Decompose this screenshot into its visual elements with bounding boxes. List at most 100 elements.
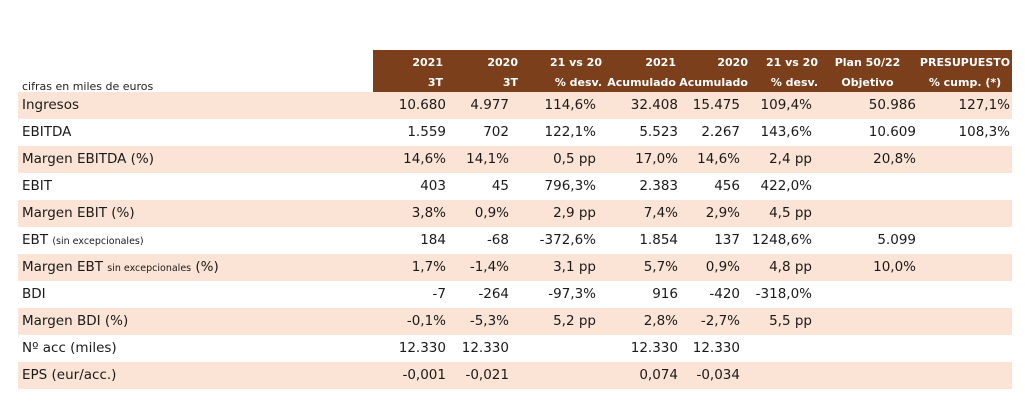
column-header-7: Plan 50/22 Objetivo xyxy=(820,50,915,92)
table-cell: 1,7% xyxy=(411,259,446,275)
table-cell: 17,0% xyxy=(635,151,678,167)
table-cell: 20,8% xyxy=(873,151,916,167)
table-cell: 108,3% xyxy=(958,124,1010,140)
table-cell: 456 xyxy=(714,178,740,194)
column-header-line2: Objetivo xyxy=(841,76,894,89)
column-header-line1: 2020 xyxy=(717,56,748,69)
table-cell: 45 xyxy=(491,178,509,194)
table-cell: 14,6% xyxy=(697,151,740,167)
table-cell: -5,3% xyxy=(469,313,509,329)
table-cell: 7,4% xyxy=(643,205,678,221)
table-cell: 12.330 xyxy=(692,340,740,356)
table-cell: 422,0% xyxy=(760,178,812,194)
header-band xyxy=(373,50,1012,92)
table-row: Margen BDI (%) -0,1% -5,3% 5,2 pp 2,8% -2,7% 5… xyxy=(18,308,1012,335)
table-cell: -372,6% xyxy=(539,232,596,248)
table-cell: -97,3% xyxy=(548,286,596,302)
table-cell: -264 xyxy=(478,286,509,302)
column-header-6: 21 vs 20 % desv. xyxy=(748,50,818,92)
table-cell: 4.977 xyxy=(470,97,509,113)
table-row: BDI -7 -264 -97,3% 916 -420 -318,0% xyxy=(18,281,1012,308)
table-cell: 122,1% xyxy=(544,124,596,140)
table-cell: 5,5 pp xyxy=(769,313,812,329)
table-row: EBITDA 1.559 702 122,1% 5.523 2.267 143,6% 10.6… xyxy=(18,119,1012,146)
column-header-line1: Plan 50/22 xyxy=(834,56,901,69)
table-cell: 12.330 xyxy=(630,340,678,356)
table-cell: 114,6% xyxy=(544,97,596,113)
row-label: EBT (sin excepcionales) xyxy=(22,232,144,248)
column-header-line2: 3T xyxy=(427,76,443,89)
table-cell: 4,8 pp xyxy=(769,259,812,275)
table-cell: -0,034 xyxy=(696,367,740,383)
table-cell: 0,9% xyxy=(705,259,740,275)
row-label: Margen EBIT (%) xyxy=(22,205,135,221)
table-row: Margen EBT sin excepcionales (%) 1,7% -1,4… xyxy=(18,254,1012,281)
table-cell: 5.099 xyxy=(877,232,916,248)
table-cell: 32.408 xyxy=(630,97,678,113)
column-header-8: PRESUPUESTO % cump. (*) xyxy=(918,50,1012,92)
table-cell: 15.475 xyxy=(692,97,740,113)
table-cell: 3,1 pp xyxy=(553,259,596,275)
table-cell: 2,9% xyxy=(705,205,740,221)
column-header-line2: % cump. (*) xyxy=(928,76,1002,89)
table-cell: 4,5 pp xyxy=(769,205,812,221)
column-header-4: 2021 Acumulado xyxy=(606,50,676,92)
table-cell: 12.330 xyxy=(398,340,446,356)
table-cell: 10.680 xyxy=(398,97,446,113)
column-header-2: 2020 3T xyxy=(456,50,518,92)
column-header-line2: 3T xyxy=(502,76,518,89)
table-cell: 1248,6% xyxy=(751,232,812,248)
table-cell: 5,2 pp xyxy=(553,313,596,329)
table-cell: -0,1% xyxy=(406,313,446,329)
table-cell: 10,0% xyxy=(873,259,916,275)
table-cell: 14,1% xyxy=(466,151,509,167)
column-header-line1: 2021 xyxy=(412,56,443,69)
table-row: EBT (sin excepcionales) 184 -68 -372,6% 1.85… xyxy=(18,227,1012,254)
table-cell: 14,6% xyxy=(403,151,446,167)
row-label: EBITDA xyxy=(22,124,72,140)
table-cell: 2.267 xyxy=(701,124,740,140)
row-label: EPS (eur/acc.) xyxy=(22,367,117,383)
table-cell: 796,3% xyxy=(544,178,596,194)
table-cell: 2.383 xyxy=(639,178,678,194)
table-cell: 916 xyxy=(652,286,678,302)
row-label: EBIT xyxy=(22,178,53,194)
table-cell: -0,021 xyxy=(465,367,509,383)
row-label: BDI xyxy=(22,286,46,302)
table-header: cifras en miles de euros 2021 3T 2020 3T 21 … xyxy=(18,50,1012,93)
column-header-line1: 2020 xyxy=(487,56,518,69)
table-cell: 10.609 xyxy=(868,124,916,140)
table-cell: -318,0% xyxy=(755,286,812,302)
column-header-line2: % desv. xyxy=(770,76,818,89)
table-cell: 403 xyxy=(420,178,446,194)
table-cell: 2,8% xyxy=(643,313,678,329)
column-header-line1: 21 vs 20 xyxy=(766,56,818,69)
table-cell: -2,7% xyxy=(700,313,740,329)
row-label: Ingresos xyxy=(22,97,79,113)
units-caption: cifras en miles de euros xyxy=(22,80,154,93)
table-row: EPS (eur/acc.) -0,001 -0,021 0,074 -0,034 xyxy=(18,362,1012,389)
table-cell: -68 xyxy=(486,232,509,248)
table-cell: 2,4 pp xyxy=(769,151,812,167)
table-cell: 5.523 xyxy=(639,124,678,140)
row-label: Nº acc (miles) xyxy=(22,340,117,356)
table-cell: 0,074 xyxy=(639,367,678,383)
column-header-5: 2020 Acumulado xyxy=(676,50,748,92)
table-cell: 0,9% xyxy=(474,205,509,221)
table-cell: 0,5 pp xyxy=(553,151,596,167)
table-cell: -420 xyxy=(709,286,740,302)
table-cell: 50.986 xyxy=(868,97,916,113)
column-header-line1: 21 vs 20 xyxy=(550,56,602,69)
row-label: Margen EBITDA (%) xyxy=(22,151,155,167)
column-header-line2: Acumulado xyxy=(679,76,748,89)
table-row: Margen EBITDA (%) 14,6% 14,1% 0,5 pp 17,0% 14… xyxy=(18,146,1012,173)
table-cell: 109,4% xyxy=(760,97,812,113)
table-cell: 12.330 xyxy=(461,340,509,356)
column-header-line1: PRESUPUESTO xyxy=(919,56,1011,69)
table-cell: 1.854 xyxy=(639,232,678,248)
table-cell: 2,9 pp xyxy=(553,205,596,221)
table-cell: 143,6% xyxy=(760,124,812,140)
table-cell: 184 xyxy=(420,232,446,248)
table-cell: 5,7% xyxy=(643,259,678,275)
table-cell: 3,8% xyxy=(411,205,446,221)
